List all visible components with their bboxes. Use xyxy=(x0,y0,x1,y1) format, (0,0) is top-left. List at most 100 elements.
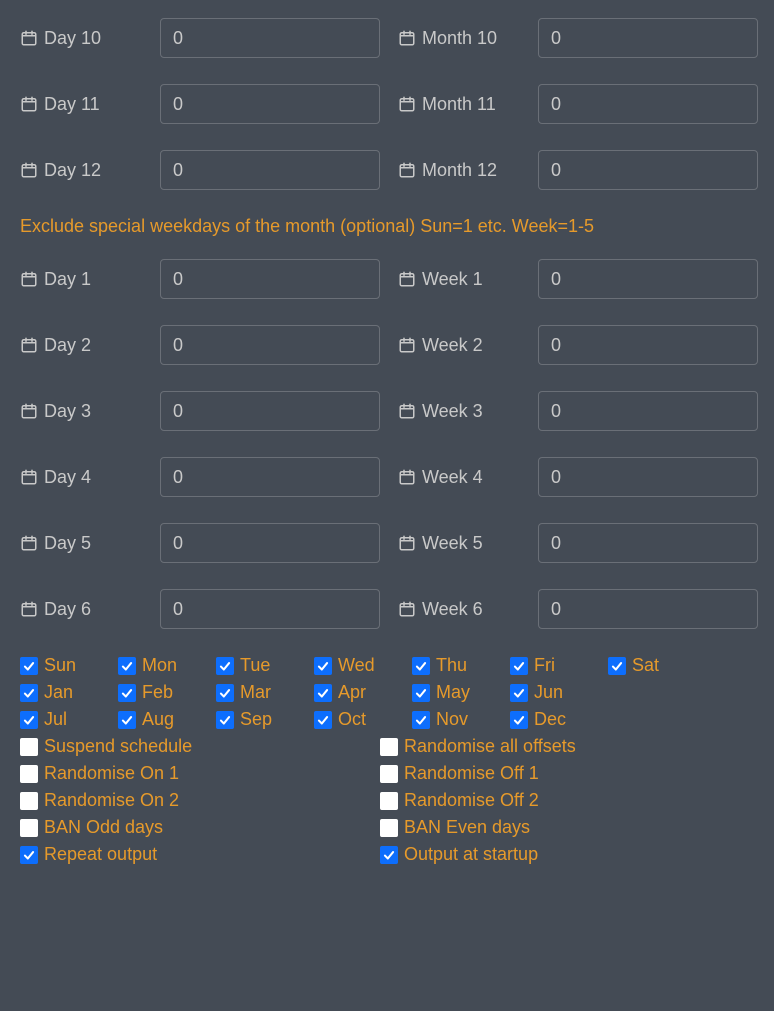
month_checks_row1-label: Jan xyxy=(44,682,73,703)
option-row: BAN Odd days BAN Even days xyxy=(20,817,754,838)
label-text: Week 2 xyxy=(422,335,483,356)
week_rows-left-input[interactable] xyxy=(160,391,380,431)
weekday_checks-checkbox[interactable] xyxy=(412,657,430,675)
top_rows-right-input[interactable] xyxy=(538,84,758,124)
month_checks_row1-item: May xyxy=(412,682,510,703)
label-text: Week 6 xyxy=(422,599,483,620)
option-row: Randomise On 2Randomise Off 2 xyxy=(20,790,754,811)
week_rows-row: Day 6 Week 6 xyxy=(20,589,754,629)
calendar-icon xyxy=(20,95,38,113)
top_rows-left-input[interactable] xyxy=(160,84,380,124)
month_checks_row2-checkbox[interactable] xyxy=(20,711,38,729)
calendar-icon xyxy=(20,534,38,552)
week_rows-left-input[interactable] xyxy=(160,523,380,563)
calendar-icon xyxy=(20,402,38,420)
option-left-label: Repeat output xyxy=(44,844,157,865)
week_rows-row: Day 2 Week 2 xyxy=(20,325,754,365)
option-right-label: Randomise Off 1 xyxy=(404,763,539,784)
option-right-checkbox[interactable] xyxy=(380,792,398,810)
week_rows-right-input[interactable] xyxy=(538,259,758,299)
weekday_checks-label: Mon xyxy=(142,655,177,676)
month_checks_row2-item: Dec xyxy=(510,709,608,730)
week_rows-left-input[interactable] xyxy=(160,589,380,629)
week_rows-right-input[interactable] xyxy=(538,589,758,629)
month_checks_row1-item: Jun xyxy=(510,682,608,703)
option-right-checkbox[interactable] xyxy=(380,738,398,756)
month_checks_row1-item: Apr xyxy=(314,682,412,703)
week_rows-right-label: Week 2 xyxy=(398,335,538,356)
option-left-checkbox[interactable] xyxy=(20,792,38,810)
week_rows-right-input[interactable] xyxy=(538,391,758,431)
option-left-checkbox[interactable] xyxy=(20,765,38,783)
month_checks_row2-checkbox[interactable] xyxy=(510,711,528,729)
top_rows-left-label: Day 12 xyxy=(20,160,160,181)
week_rows-right-input[interactable] xyxy=(538,325,758,365)
label-text: Day 11 xyxy=(44,94,100,115)
weekday_checks-checkbox[interactable] xyxy=(510,657,528,675)
label-text: Week 4 xyxy=(422,467,483,488)
top_rows-right-input[interactable] xyxy=(538,18,758,58)
weekday_checks-item: Tue xyxy=(216,655,314,676)
option-left-checkbox[interactable] xyxy=(20,738,38,756)
calendar-icon xyxy=(20,29,38,47)
weekday_checks-label: Tue xyxy=(240,655,270,676)
month_checks_row2-checkbox[interactable] xyxy=(216,711,234,729)
month_checks_row1-checkbox[interactable] xyxy=(118,684,136,702)
weekday_checks-checkbox[interactable] xyxy=(314,657,332,675)
label-text: Day 2 xyxy=(44,335,91,356)
weekday_checks-checkbox[interactable] xyxy=(216,657,234,675)
option-right-checkbox[interactable] xyxy=(380,846,398,864)
label-text: Day 5 xyxy=(44,533,91,554)
week_rows-right-label: Week 1 xyxy=(398,269,538,290)
month_checks_row2-checkbox[interactable] xyxy=(412,711,430,729)
calendar-icon xyxy=(398,402,416,420)
week_rows-right-input[interactable] xyxy=(538,457,758,497)
option-left-label: BAN Odd days xyxy=(44,817,163,838)
weekday_checks-label: Fri xyxy=(534,655,555,676)
top_rows-left-input[interactable] xyxy=(160,150,380,190)
top_rows-right-label: Month 11 xyxy=(398,94,538,115)
option-item-left: Suspend schedule xyxy=(20,736,380,757)
week_rows-left-input[interactable] xyxy=(160,259,380,299)
weekday_checks-label: Thu xyxy=(436,655,467,676)
label-text: Day 10 xyxy=(44,28,101,49)
month_checks_row2-item: Sep xyxy=(216,709,314,730)
weekday_checks-checkbox[interactable] xyxy=(20,657,38,675)
month_checks_row1-label: Jun xyxy=(534,682,563,703)
month_checks_row1-checkbox[interactable] xyxy=(20,684,38,702)
week_rows-left-input[interactable] xyxy=(160,457,380,497)
week_rows-left-label: Day 6 xyxy=(20,599,160,620)
weekday_checks-checkbox[interactable] xyxy=(118,657,136,675)
month_checks_row1-item: Jan xyxy=(20,682,118,703)
weekday_checks-checkbox[interactable] xyxy=(608,657,626,675)
option-item-right: Randomise all offsets xyxy=(380,736,740,757)
option-left-checkbox[interactable] xyxy=(20,846,38,864)
weekday_checks-item: Mon xyxy=(118,655,216,676)
option-left-label: Randomise On 1 xyxy=(44,763,179,784)
option-left-checkbox[interactable] xyxy=(20,819,38,837)
weekday_checks-label: Wed xyxy=(338,655,375,676)
week_rows-row: Day 4Week 4 xyxy=(20,457,754,497)
label-text: Month 12 xyxy=(422,160,497,181)
top_rows-left-input[interactable] xyxy=(160,18,380,58)
month_checks_row1-checkbox[interactable] xyxy=(314,684,332,702)
weekday_checks-label: Sun xyxy=(44,655,76,676)
month_checks_row2-checkbox[interactable] xyxy=(314,711,332,729)
option-item-right: Randomise Off 1 xyxy=(380,763,740,784)
option-right-checkbox[interactable] xyxy=(380,765,398,783)
option-right-label: BAN Even days xyxy=(404,817,530,838)
option-left-label: Suspend schedule xyxy=(44,736,192,757)
month_checks_row2-checkbox[interactable] xyxy=(118,711,136,729)
option-right-checkbox[interactable] xyxy=(380,819,398,837)
option-row: Randomise On 1 Randomise Off 1 xyxy=(20,763,754,784)
week_rows-right-input[interactable] xyxy=(538,523,758,563)
week_rows-left-input[interactable] xyxy=(160,325,380,365)
month_checks_row1-checkbox[interactable] xyxy=(216,684,234,702)
label-text: Month 10 xyxy=(422,28,497,49)
top_rows-row: Day 11 Month 11 xyxy=(20,84,754,124)
week_rows-left-label: Day 2 xyxy=(20,335,160,356)
month_checks_row2-item: Jul xyxy=(20,709,118,730)
month_checks_row1-checkbox[interactable] xyxy=(412,684,430,702)
top_rows-right-input[interactable] xyxy=(538,150,758,190)
month_checks_row1-checkbox[interactable] xyxy=(510,684,528,702)
